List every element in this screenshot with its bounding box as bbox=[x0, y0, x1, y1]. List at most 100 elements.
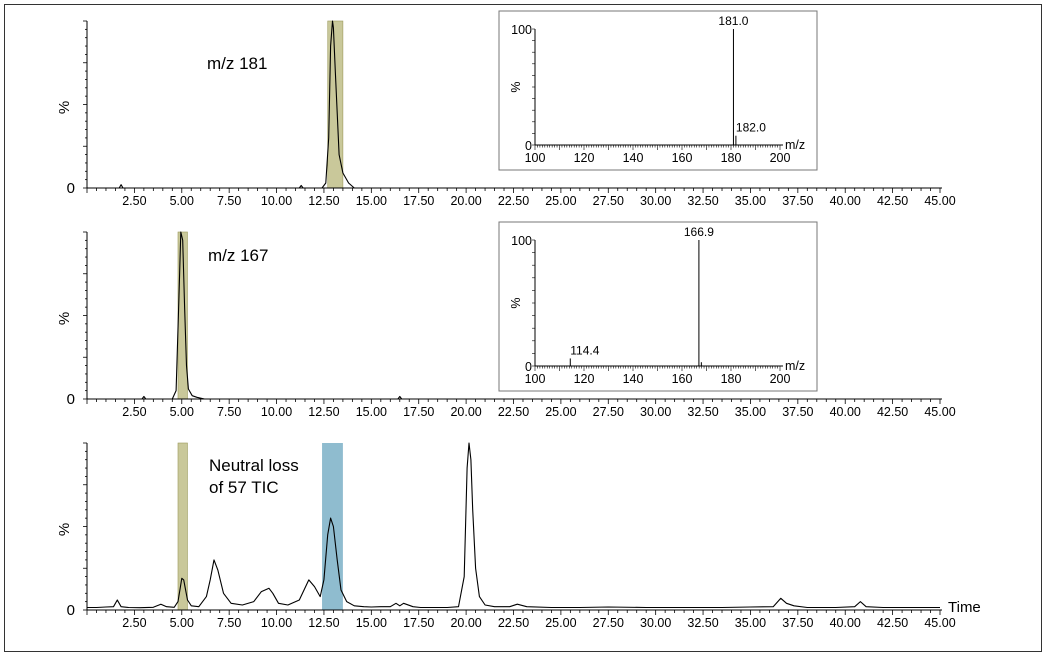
x-tick-label: 5.00 bbox=[170, 616, 194, 630]
x-tick-label: 2.50 bbox=[122, 616, 146, 630]
inset-x-tick-label: 120 bbox=[574, 151, 595, 165]
x-tick-label: 40.00 bbox=[830, 194, 861, 208]
highlight-band-blue bbox=[322, 443, 343, 610]
panel-label: m/z 167 bbox=[208, 246, 268, 265]
x-tick-label: 5.00 bbox=[170, 194, 194, 208]
chromatogram-trace bbox=[87, 442, 940, 609]
x-tick-label: 40.00 bbox=[830, 616, 861, 630]
inset-x-tick-label: 140 bbox=[623, 372, 644, 386]
inset-y-tick-label: 0 bbox=[525, 139, 532, 153]
x-tick-label: 30.00 bbox=[640, 405, 671, 419]
inset-x-tick-label: 160 bbox=[672, 372, 693, 386]
chromatogram-trace bbox=[87, 20, 940, 189]
x-tick-label: 7.50 bbox=[217, 616, 241, 630]
x-tick-label: 45.00 bbox=[924, 405, 955, 419]
x-tick-label: 15.00 bbox=[356, 194, 387, 208]
x-axis-label: Time bbox=[948, 599, 981, 616]
x-tick-label: 15.00 bbox=[356, 616, 387, 630]
chromatogram-panel-1: 2.50 5.00 7.50 10.00 12.50 15.00 17.50 20.00 22.… bbox=[56, 10, 956, 208]
y-zero-label: 0 bbox=[67, 391, 75, 408]
inset-x-tick-label: 180 bbox=[721, 151, 742, 165]
figure-frame: 2.50 5.00 7.50 10.00 12.50 15.00 17.50 20.00 22.… bbox=[4, 4, 1042, 652]
x-tick-label: 20.00 bbox=[450, 405, 481, 419]
inset-x-tick-label: 160 bbox=[672, 151, 693, 165]
x-tick-label: 25.00 bbox=[545, 405, 576, 419]
x-tick-label: 2.50 bbox=[122, 405, 146, 419]
x-tick-label: 10.00 bbox=[261, 616, 292, 630]
x-tick-label: 42.50 bbox=[877, 405, 908, 419]
x-tick-label: 10.00 bbox=[261, 405, 292, 419]
x-tick-label: 42.50 bbox=[877, 194, 908, 208]
x-tick-label: 12.50 bbox=[308, 616, 339, 630]
chromatogram-panel-2: 2.50 5.00 7.50 10.00 12.50 15.00 17.50 20.00 22.… bbox=[56, 221, 956, 419]
panel-label: m/z 181 bbox=[207, 54, 267, 73]
chromatogram-panel-3: 2.50 5.00 7.50 10.00 12.50 15.00 17.50 20.00 22.… bbox=[56, 442, 981, 630]
x-tick-label: 45.00 bbox=[924, 616, 955, 630]
inset-box bbox=[498, 221, 818, 392]
y-axis-label: % bbox=[56, 312, 73, 325]
inset-x-tick-label: 100 bbox=[525, 151, 546, 165]
spectrum-peak-label: 182.0 bbox=[736, 121, 766, 135]
spectrum-peak-label: 181.0 bbox=[718, 14, 748, 28]
x-tick-label: 37.50 bbox=[782, 194, 813, 208]
inset-x-tick-label: 180 bbox=[721, 372, 742, 386]
x-tick-label: 7.50 bbox=[217, 194, 241, 208]
inset-x-tick-label: 140 bbox=[623, 151, 644, 165]
x-tick-label: 32.50 bbox=[687, 194, 718, 208]
y-zero-label: 0 bbox=[67, 602, 75, 619]
inset-y-tick-label: 100 bbox=[511, 234, 532, 248]
highlight-band-olive bbox=[177, 442, 188, 611]
x-tick-label: 5.00 bbox=[170, 405, 194, 419]
inset-x-tick-label: 200 bbox=[770, 151, 791, 165]
x-tick-label: 45.00 bbox=[924, 194, 955, 208]
panel-label-line: of 57 TIC bbox=[209, 478, 279, 497]
spectrum-peak-label: 166.9 bbox=[684, 225, 714, 239]
x-tick-label: 20.00 bbox=[450, 194, 481, 208]
inset-x-tick-label: 120 bbox=[574, 372, 595, 386]
panel-label-line: Neutral loss bbox=[209, 456, 299, 475]
x-tick-label: 27.50 bbox=[593, 194, 624, 208]
inset-box bbox=[498, 10, 818, 171]
inset-y-tick-label: 0 bbox=[525, 360, 532, 374]
x-tick-label: 20.00 bbox=[450, 616, 481, 630]
x-tick-label: 2.50 bbox=[122, 194, 146, 208]
x-tick-label: 35.00 bbox=[735, 194, 766, 208]
inset-y-tick-label: 100 bbox=[511, 23, 532, 37]
x-tick-label: 27.50 bbox=[593, 405, 624, 419]
chromatogram-figure: 2.50 5.00 7.50 10.00 12.50 15.00 17.50 20.00 22.… bbox=[56, 10, 981, 630]
inset-x-axis-label: m/z bbox=[785, 359, 805, 373]
x-tick-label: 7.50 bbox=[217, 405, 241, 419]
x-tick-label: 17.50 bbox=[403, 616, 434, 630]
y-axis-label: % bbox=[56, 523, 73, 536]
x-tick-label: 22.50 bbox=[498, 616, 529, 630]
x-tick-label: 30.00 bbox=[640, 194, 671, 208]
x-tick-label: 12.50 bbox=[308, 194, 339, 208]
x-tick-label: 25.00 bbox=[545, 616, 576, 630]
spectrum-peak-label: 114.4 bbox=[570, 343, 599, 357]
x-tick-label: 12.50 bbox=[308, 405, 339, 419]
inset-x-axis-label: m/z bbox=[785, 138, 805, 152]
x-tick-label: 25.00 bbox=[545, 194, 576, 208]
x-tick-label: 32.50 bbox=[687, 616, 718, 630]
x-tick-label: 37.50 bbox=[782, 405, 813, 419]
x-tick-label: 22.50 bbox=[498, 194, 529, 208]
x-tick-label: 35.00 bbox=[735, 405, 766, 419]
inset-x-tick-label: 100 bbox=[525, 372, 546, 386]
x-tick-label: 42.50 bbox=[877, 616, 908, 630]
x-tick-label: 30.00 bbox=[640, 616, 671, 630]
x-tick-label: 40.00 bbox=[830, 405, 861, 419]
x-tick-label: 17.50 bbox=[403, 194, 434, 208]
inset-y-axis-label: % bbox=[509, 81, 523, 92]
y-axis-label: % bbox=[56, 101, 73, 114]
chromatogram-trace bbox=[87, 231, 940, 400]
x-tick-label: 10.00 bbox=[261, 194, 292, 208]
x-tick-label: 27.50 bbox=[593, 616, 624, 630]
inset-y-axis-label: % bbox=[509, 297, 523, 308]
x-tick-label: 35.00 bbox=[735, 616, 766, 630]
x-tick-label: 17.50 bbox=[403, 405, 434, 419]
x-tick-label: 32.50 bbox=[687, 405, 718, 419]
y-zero-label: 0 bbox=[67, 180, 75, 197]
inset-x-tick-label: 200 bbox=[770, 372, 791, 386]
